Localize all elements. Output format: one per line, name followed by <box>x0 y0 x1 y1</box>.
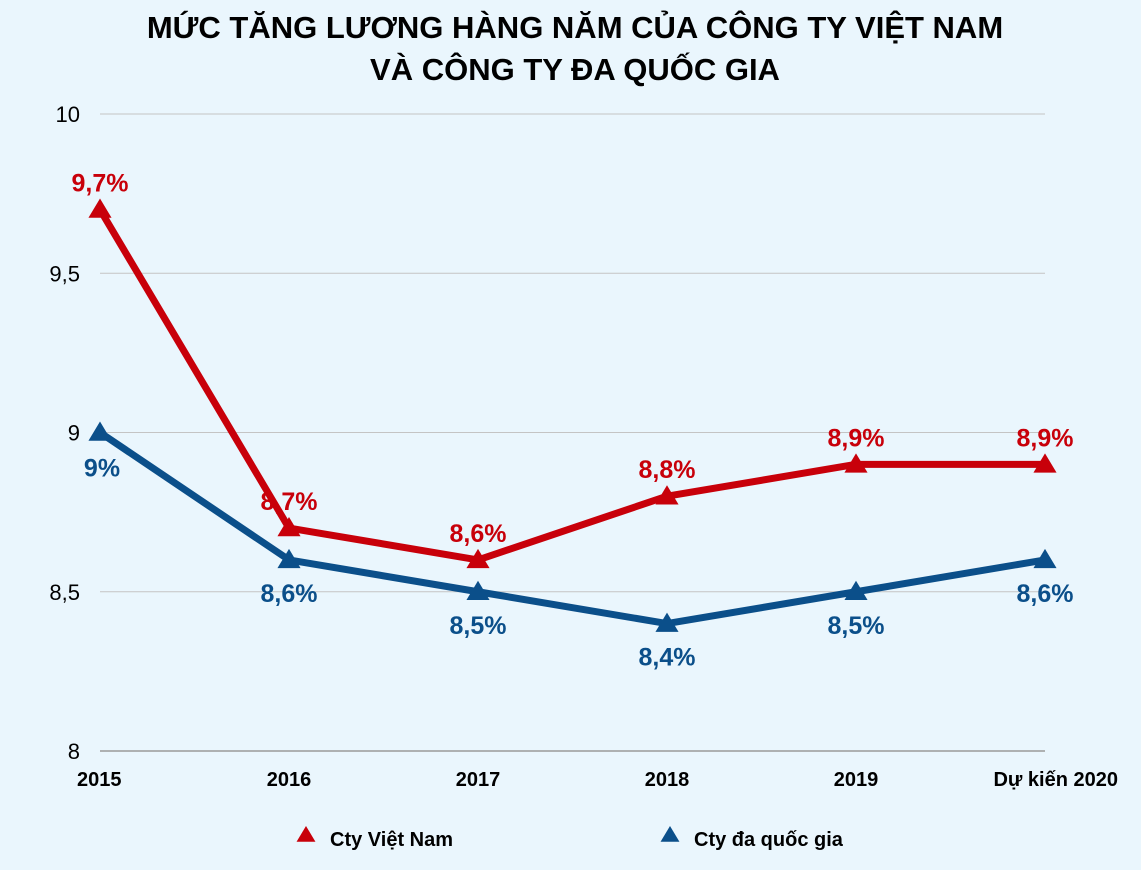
data-point-marker <box>844 580 868 600</box>
y-tick-label: 9 <box>68 421 80 446</box>
legend-marker <box>296 826 316 842</box>
data-point-marker <box>1033 548 1057 569</box>
data-label: 8,6% <box>1017 580 1074 608</box>
x-tick-label: Dự kiến 2020 <box>993 769 1118 791</box>
data-label: 8,8% <box>639 456 696 484</box>
data-point-marker <box>88 198 112 218</box>
data-point-marker <box>655 612 679 632</box>
series-group: 9,7% 8,7% 8,6% 8,8% 8,9% 8,9% 9% 8,6% 8,5% 8,4% 8,… <box>72 170 1074 672</box>
data-point-marker <box>655 485 679 505</box>
data-label: 8,9% <box>828 424 885 452</box>
y-tick-label: 8,5 <box>49 580 80 605</box>
y-axis-ticks: 10 9,5 9 8,5 8 <box>49 102 80 764</box>
data-label: 8,5% <box>450 612 507 640</box>
data-label: 8,6% <box>450 520 507 548</box>
data-point-marker <box>277 548 301 569</box>
data-point-marker <box>844 453 868 473</box>
y-tick-label: 9,5 <box>49 261 80 286</box>
data-label: 8,7% <box>261 488 318 516</box>
y-tick-label: 10 <box>56 102 80 127</box>
x-tick-label: 2016 <box>267 769 312 791</box>
data-point-marker <box>88 421 112 441</box>
x-tick-label: 2017 <box>456 769 501 791</box>
data-label: 8,5% <box>828 612 885 640</box>
chart-subtitle: VÀ CÔNG TY ĐA QUỐC GIA <box>370 51 780 87</box>
legend-label: Cty đa quốc gia <box>694 829 844 851</box>
legend-label: Cty Việt Nam <box>330 829 453 851</box>
data-label: 9% <box>84 455 120 483</box>
data-point-marker <box>466 548 490 569</box>
data-point-marker <box>1033 453 1057 473</box>
series-line <box>98 429 1046 628</box>
data-label: 9,7% <box>72 170 129 198</box>
data-point-marker <box>466 580 490 600</box>
x-tick-label: 2015 <box>77 769 122 791</box>
gridlines <box>100 113 1045 752</box>
legend-marker <box>660 826 680 842</box>
x-tick-label: 2019 <box>834 769 879 791</box>
data-point-marker <box>277 517 301 537</box>
data-label: 8,9% <box>1017 424 1074 452</box>
y-tick-label: 8 <box>68 739 80 764</box>
data-label: 8,6% <box>261 580 318 608</box>
x-tick-label: 2018 <box>645 769 690 791</box>
series-line <box>96 207 1045 564</box>
x-axis-ticks: 2015 2016 2017 2018 2019 Dự kiến 2020 <box>77 769 1118 791</box>
legend: Cty Việt Nam Cty đa quốc gia <box>296 826 844 851</box>
chart-title: MỨC TĂNG LƯƠNG HÀNG NĂM CỦA CÔNG TY VIỆT… <box>147 9 1003 45</box>
data-label: 8,4% <box>639 644 696 672</box>
